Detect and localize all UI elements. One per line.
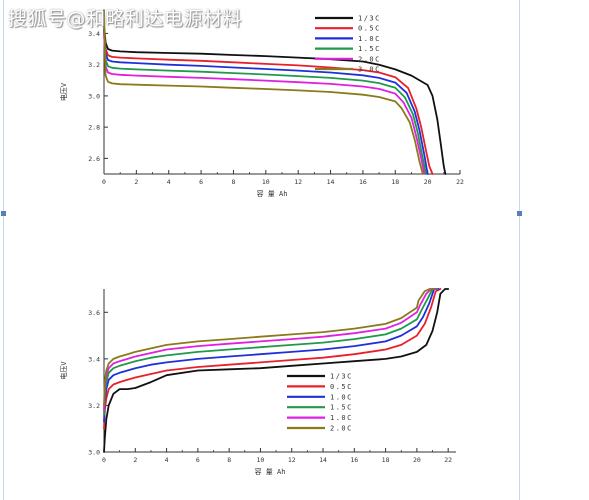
y-axis-label: 电压V xyxy=(59,361,68,380)
legend-label: 1.5C xyxy=(330,404,353,412)
page-margin-right xyxy=(519,0,520,500)
x-tick-label: 8 xyxy=(227,456,231,464)
series-line xyxy=(103,288,440,423)
chart-2: 0 2 4 6 8 10 12 14 16 18 20 22 3.0 3.2 3.4 3.6 容 量 Ah 电压V… xyxy=(59,288,456,476)
series-line xyxy=(103,288,437,412)
series-line xyxy=(103,288,450,453)
series-line xyxy=(103,30,427,175)
x-tick-label: 6 xyxy=(196,456,200,464)
y-tick-label: 3.4 xyxy=(88,30,100,38)
x-tick-label: 12 xyxy=(294,178,302,186)
x-tick-label: 2 xyxy=(134,178,138,186)
y-axis-label: 电压V xyxy=(59,82,68,101)
y-tick-label: 3.0 xyxy=(88,449,100,457)
legend-label: 3.0C xyxy=(358,66,381,74)
x-tick-label: 20 xyxy=(413,456,421,464)
legend-label: 1.0C xyxy=(330,393,353,401)
x-tick-label: 10 xyxy=(257,456,265,464)
y-tick-label: 2.8 xyxy=(88,124,100,132)
y-tick-label: 3.0 xyxy=(88,92,100,100)
x-tick-label: 12 xyxy=(288,456,296,464)
x-tick-label: 18 xyxy=(382,456,390,464)
legend: 1/3C 0.5C 1.0C 1.5C 1.0C 2.0C xyxy=(287,373,353,433)
series-line xyxy=(103,27,434,175)
x-tick-label: 10 xyxy=(262,178,270,186)
legend-label: 0.5C xyxy=(358,25,381,33)
legend-label: 2.0C xyxy=(358,55,381,63)
x-tick-label: 6 xyxy=(199,178,203,186)
x-tick-label: 14 xyxy=(319,456,327,464)
selection-handle-right[interactable] xyxy=(517,211,522,216)
series-line xyxy=(103,29,429,175)
legend: 1/3C 0.5C 1.0C 1.5C 2.0C 3.0C xyxy=(315,15,381,74)
legend-label: 1/3C xyxy=(358,15,381,23)
x-tick-label: 16 xyxy=(359,178,367,186)
legend-label: 1.0C xyxy=(330,414,353,422)
x-tick-label: 22 xyxy=(456,178,464,186)
series-line xyxy=(103,32,426,175)
series-line xyxy=(103,24,447,175)
x-tick-label: 22 xyxy=(444,456,452,464)
legend-label: 1/3C xyxy=(330,373,353,381)
x-tick-label: 0 xyxy=(102,178,106,186)
x-tick-label: 0 xyxy=(102,456,106,464)
page-margin-left xyxy=(3,0,4,500)
series-line xyxy=(103,9,424,175)
watermark: 搜狐号@和略利达电源材料 xyxy=(8,8,243,30)
chart-1: 0 2 4 6 8 10 12 14 16 18 20 22 2.6 2.8 3.0 3.2 3.4 容 量 Ah… xyxy=(59,9,464,198)
series-line xyxy=(103,288,442,430)
y-tick-label: 3.2 xyxy=(88,402,100,410)
x-tick-label: 2 xyxy=(133,456,137,464)
x-tick-label: 18 xyxy=(391,178,399,186)
legend-label: 0.5C xyxy=(330,383,353,391)
y-tick-label: 3.6 xyxy=(88,309,100,317)
x-tick-label: 14 xyxy=(327,178,335,186)
y-tick-label: 3.2 xyxy=(88,61,100,69)
x-tick-label: 8 xyxy=(231,178,235,186)
series-line xyxy=(103,288,439,416)
x-axis-label: 容 量 Ah xyxy=(255,467,286,476)
series-line xyxy=(103,288,436,407)
y-tick-label: 3.4 xyxy=(88,355,100,363)
y-tick-label: 2.6 xyxy=(88,155,100,163)
x-tick-label: 4 xyxy=(165,456,169,464)
legend-label: 1.5C xyxy=(358,45,381,53)
x-tick-label: 20 xyxy=(424,178,432,186)
selection-handle-left[interactable] xyxy=(1,211,6,216)
legend-label: 2.0C xyxy=(330,425,353,433)
x-tick-label: 4 xyxy=(167,178,171,186)
legend-label: 1.0C xyxy=(358,35,381,43)
x-tick-label: 16 xyxy=(350,456,358,464)
x-axis-label: 容 量 Ah xyxy=(257,189,288,198)
